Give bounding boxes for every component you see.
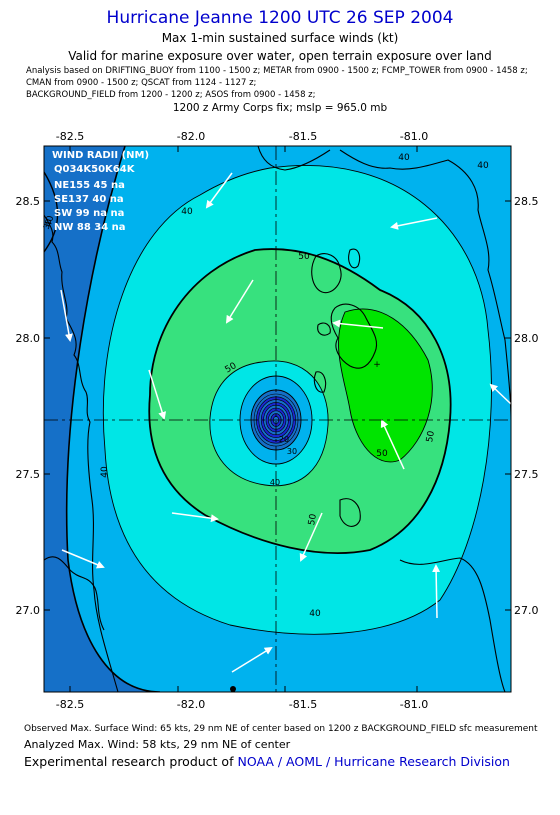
coastlines [44, 146, 511, 692]
lat-labels-left: 28.5 28.0 27.5 27.0 [16, 195, 41, 617]
lat-tick-label: 28.5 [514, 195, 539, 208]
analyzed-max-wind: Analyzed Max. Wind: 58 kts, 29 nm NE of … [24, 738, 291, 751]
axis-ticks [44, 146, 511, 692]
contour-label: 40 [309, 609, 321, 619]
research-org-link[interactable]: NOAA / AOML / Hurricane Research Divisio… [237, 754, 510, 769]
wind-radii-row: NE155 45 na [54, 180, 125, 191]
wind-band-60-70 [338, 308, 433, 462]
lon-tick-label: -82.0 [177, 130, 205, 143]
wind-radii-box: WIND RADII (NM) Q034K50K64K NE155 45 na … [52, 150, 149, 233]
lat-tick-label: 28.0 [514, 332, 539, 345]
contour-label: 20 [279, 435, 289, 444]
lon-tick-label: -82.0 [177, 698, 205, 711]
observed-max-wind: Observed Max. Surface Wind: 65 kts, 29 n… [24, 724, 538, 734]
wind-radii-row: SE137 40 na [54, 194, 124, 205]
wind-radii-row: SW 99 na na [54, 208, 124, 219]
analysis-line-1: Analysis based on DRIFTING_BUOY from 110… [26, 66, 528, 76]
analysis-line-2: CMAN from 0900 - 1500 z; QSCAT from 1124… [26, 78, 257, 88]
contour-label: 40 [44, 214, 57, 228]
storm-eye [253, 393, 299, 447]
contour-label: 50 [298, 252, 310, 262]
lat-labels-right: 28.5 28.0 27.5 27.0 [514, 195, 539, 617]
map-title: Hurricane Jeanne 1200 UTC 26 SEP 2004 [106, 8, 454, 28]
lat-tick-label: 27.5 [16, 468, 41, 481]
lat-tick-label: 27.0 [514, 604, 539, 617]
wind-vectors [60, 172, 511, 673]
contour-label: 50 [307, 513, 319, 526]
lon-tick-label: -82.5 [56, 130, 84, 143]
isotachs [44, 146, 492, 692]
contour-label: 30 [42, 218, 54, 231]
map-frame [43, 145, 512, 693]
contour-label: 30 [287, 447, 297, 456]
lon-labels-top: -82.5 -82.0 -81.5 -81.0 [56, 130, 428, 143]
lat-tick-label: 27.0 [16, 604, 41, 617]
valid-line: Valid for marine exposure over water, op… [68, 49, 492, 63]
research-credit: Experimental research product of NOAA / … [24, 754, 510, 769]
map-subtitle: Max 1-min sustained surface winds (kt) [161, 31, 399, 45]
lon-tick-label: -81.5 [289, 698, 317, 711]
lon-tick-label: -81.0 [400, 130, 428, 143]
station-dot [230, 686, 236, 692]
contour-label: 50 [376, 449, 388, 459]
research-prefix: Experimental research product of [24, 754, 234, 769]
contour-label: 40 [398, 153, 410, 163]
contour-label: 40 [100, 466, 110, 478]
lat-tick-label: 28.5 [16, 195, 41, 208]
analysis-line-3: BACKGROUND_FIELD from 1200 - 1200 z; ASO… [26, 90, 316, 100]
contour-label: 50 [425, 430, 437, 443]
wind-field: + [44, 146, 511, 692]
lon-labels-bottom: -82.5 -82.0 -81.5 -81.0 [56, 698, 428, 711]
lon-tick-label: -82.5 [56, 698, 84, 711]
lon-tick-label: -81.5 [289, 130, 317, 143]
wind-radii-header: Q034K50K64K [54, 164, 136, 175]
fix-line: 1200 z Army Corps fix; mslp = 965.0 mb [172, 102, 388, 114]
contour-label: 40 [270, 478, 280, 487]
contour-label: 40 [181, 207, 193, 217]
wind-radii-row: NW 88 34 na [54, 222, 126, 233]
lat-tick-label: 27.5 [514, 468, 539, 481]
max-wind-marker: + [373, 360, 381, 370]
center-crosshair [44, 146, 511, 692]
contour-label: 40 [477, 161, 489, 171]
lat-tick-label: 28.0 [16, 332, 41, 345]
lon-tick-label: -81.0 [400, 698, 428, 711]
wind-radii-title: WIND RADII (NM) [52, 150, 149, 161]
